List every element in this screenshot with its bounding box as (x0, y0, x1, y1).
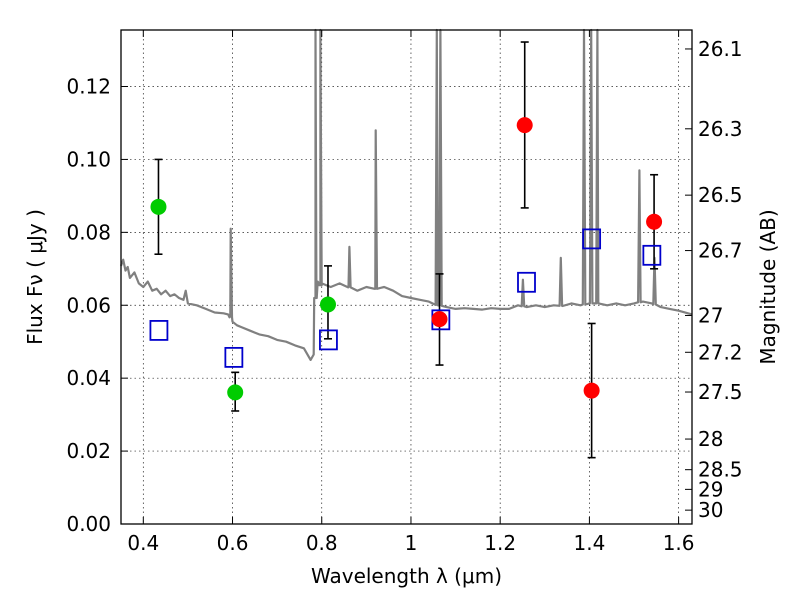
mag-tick-label: 26.1 (698, 37, 743, 61)
mag-tick-label: 26.7 (698, 239, 743, 263)
model-flux-square (582, 228, 602, 250)
red-data-point (431, 311, 448, 328)
green-data-point (150, 198, 167, 215)
model-spectrum-layer (119, 28, 693, 361)
model-flux-square (224, 346, 244, 368)
y-tick-label: 0.00 (66, 512, 111, 536)
mag-tick-label: 26.3 (698, 117, 743, 141)
y-tick-label: 0.12 (66, 75, 111, 99)
red-data-point (583, 382, 600, 399)
model-flux-square (319, 329, 338, 351)
model-flux-square (642, 244, 662, 266)
green-data-point (319, 296, 336, 313)
x-tick-label: 0.6 (217, 531, 249, 555)
right-axis-title: Magnitude (AB) (756, 209, 780, 364)
y-tick-label: 0.02 (66, 439, 111, 463)
green-data-point (227, 384, 244, 401)
mag-tick-label: 28 (698, 427, 723, 451)
mag-tick-label: 27.2 (698, 340, 743, 364)
axis-ticks-layer: 0.4 0.6 0.8 1 1.2 1.4 1.6 0.00 0.02 0.04 0.06 0.08 0… (66, 30, 743, 555)
x-tick-label: 1.6 (663, 531, 695, 555)
mag-tick-label: 27.5 (698, 380, 743, 404)
y-tick-label: 0.04 (66, 366, 111, 390)
model-spectrum-line (119, 28, 693, 361)
model-flux-square (149, 320, 169, 341)
model-flux-square (517, 271, 536, 293)
x-axis-title: Wavelength λ (μm) (311, 564, 502, 588)
red-data-point (516, 117, 533, 134)
y-axis-title: Flux Fν ( μJy ) (23, 209, 47, 345)
red-data-point (646, 213, 663, 230)
mag-tick-label: 26.5 (698, 183, 743, 207)
y-tick-label: 0.10 (66, 147, 111, 171)
x-tick-label: 1 (405, 531, 418, 555)
plot-frame (120, 29, 693, 525)
x-tick-label: 1.4 (573, 531, 605, 555)
mag-tick-label: 29 (698, 477, 723, 501)
mag-tick-label: 27 (698, 303, 723, 327)
x-tick-label: 1.2 (484, 531, 516, 555)
x-tick-label: 0.4 (127, 531, 159, 555)
x-tick-label: 0.8 (306, 531, 338, 555)
data-points-layer (149, 117, 663, 401)
y-tick-label: 0.08 (66, 220, 111, 244)
y-tick-label: 0.06 (66, 293, 111, 317)
mag-tick-label: 28.5 (698, 458, 743, 482)
grid-lines (121, 30, 692, 524)
mag-tick-label: 30 (698, 498, 723, 522)
